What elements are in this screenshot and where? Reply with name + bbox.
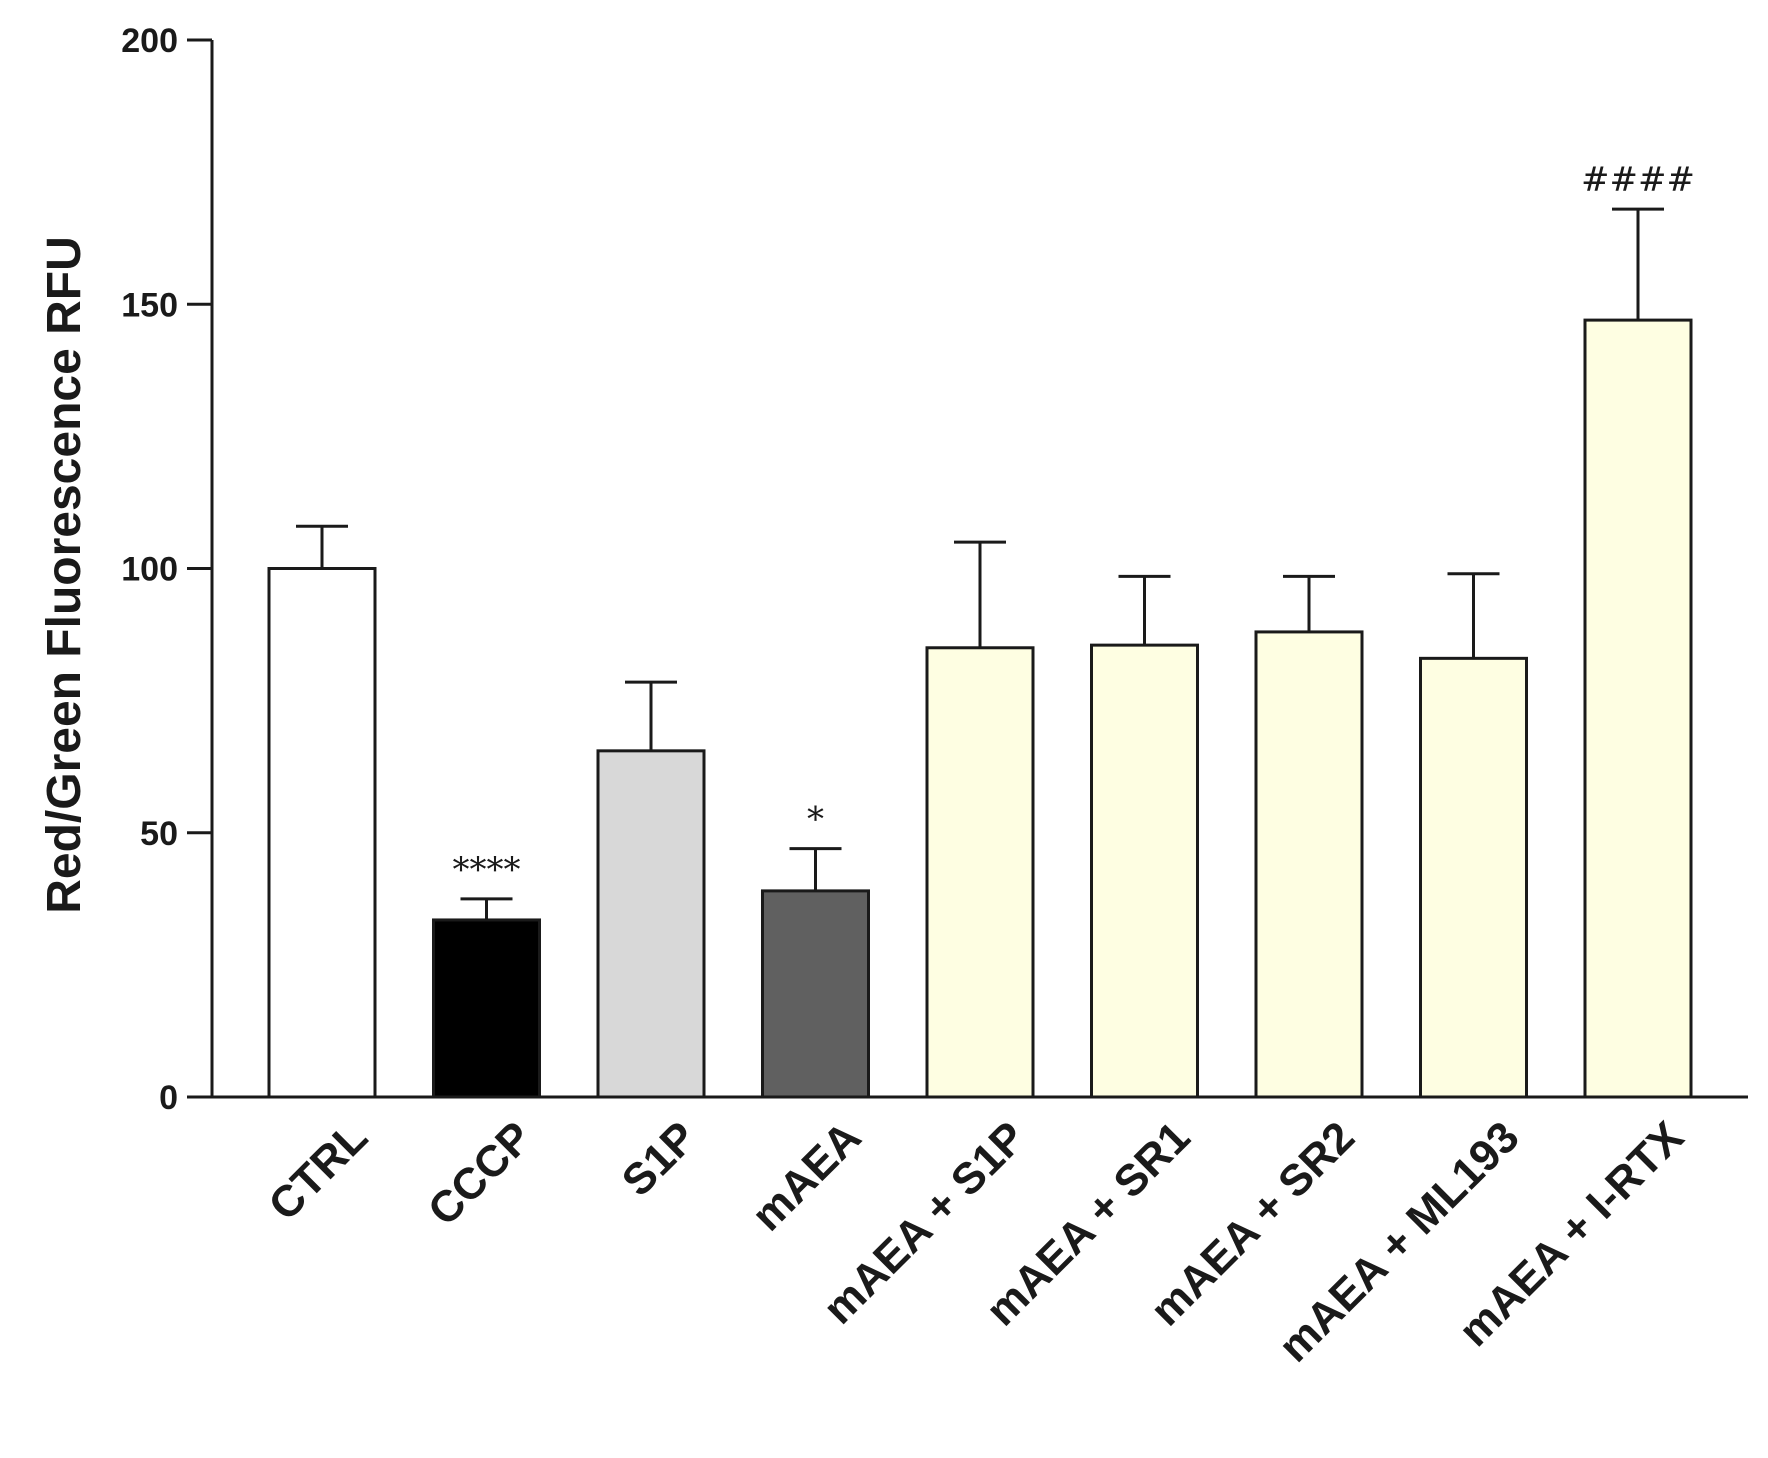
bar-4	[925, 646, 1035, 1099]
significance-mark-3: *	[807, 800, 824, 840]
significance-mark-1: ****	[453, 850, 521, 890]
significance-mark-8: ####	[1581, 160, 1695, 200]
annotations: *****####	[453, 160, 1695, 890]
y-tick-label-1: 50	[140, 815, 178, 853]
bar-3	[761, 889, 870, 1099]
x-tick-label-2: S1P	[613, 1112, 706, 1205]
y-tick-label-4: 200	[121, 22, 178, 60]
x-tick-label-1: CCCP	[419, 1112, 542, 1235]
bar-7	[1419, 656, 1528, 1099]
bars	[267, 318, 1693, 1099]
bar-0	[267, 567, 377, 1099]
y-tick-label-0: 0	[159, 1079, 178, 1117]
bar-5	[1090, 643, 1199, 1099]
bar-6	[1254, 630, 1364, 1099]
bar-8	[1583, 318, 1693, 1099]
y-tick-label-2: 100	[121, 551, 178, 589]
y-tick-label-3: 150	[121, 286, 178, 324]
x-tick-label-0: CTRL	[259, 1112, 377, 1230]
bar-1	[432, 918, 541, 1099]
bar-2	[596, 749, 706, 1099]
y-axis-label: Red/Green Fluorescence RFU	[38, 236, 91, 914]
x-tick-label-3: mAEA	[743, 1112, 871, 1240]
y-ticks: 0 50 100 150 200	[121, 22, 212, 1117]
error-bars	[296, 207, 1664, 920]
